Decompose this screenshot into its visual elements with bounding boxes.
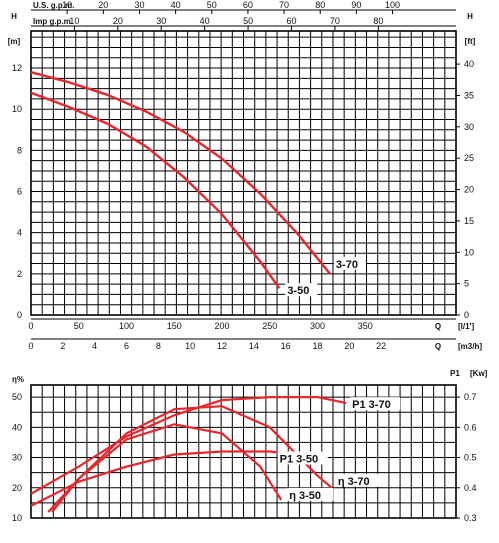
series-line-3-70 [30, 71, 331, 275]
imp-gpm-label: Imp g.p.m. [33, 17, 73, 26]
label-bg-eta-3-50 [287, 487, 334, 501]
curve-label-3-50: 3-50 [287, 285, 309, 297]
m3h-tick-label: 14 [249, 341, 259, 351]
m3h-tick-label: 4 [92, 341, 97, 351]
lpm-tick-label: 50 [74, 321, 84, 331]
right-axis-tick-label: 40 [464, 59, 474, 69]
p1-tick-label: 0.7 [464, 392, 477, 402]
us-gpm-tick-label: 30 [134, 0, 144, 10]
right-axis-tick-label: 35 [464, 90, 474, 100]
us-gpm-tick-label: 70 [279, 0, 289, 10]
right-axis-tick-label: 0 [464, 310, 469, 320]
right-axis-tick-label: 10 [464, 247, 474, 257]
right-axis-unit: [ft] [465, 37, 476, 46]
right-axis-title: H [467, 12, 473, 21]
m3h-axis-unit: [m3/h] [458, 342, 482, 351]
m3h-tick-label: 6 [124, 341, 129, 351]
p1-tick-label: 0.4 [464, 483, 477, 493]
right-axis-tick-label: 20 [464, 185, 474, 195]
us-gpm-label: U.S. g.p.m. [33, 1, 74, 10]
curve-label-p1-3-70: P1 3-70 [352, 399, 391, 411]
m3h-tick-label: 22 [376, 341, 386, 351]
right-axis-tick-label: 25 [464, 153, 474, 163]
series-line-η-3-50 [47, 423, 283, 513]
us-gpm-tick-label: 60 [243, 0, 253, 10]
left-axis-tick-label: 10 [12, 104, 22, 114]
imp-gpm-tick-label: 80 [373, 16, 383, 26]
eta-tick-label: 20 [12, 483, 22, 493]
right-axis-tick-label: 5 [464, 279, 469, 289]
lpm-tick-label: 0 [28, 321, 33, 331]
m3h-tick-label: 18 [313, 341, 323, 351]
label-bg-p1-3-50 [277, 451, 328, 465]
m3h-tick-label: 10 [185, 341, 195, 351]
left-axis-title: H [11, 12, 17, 21]
us-gpm-tick-label: 80 [315, 0, 325, 10]
lpm-axis-unit: [l/1'] [458, 322, 474, 331]
p1-tick-label: 0.5 [464, 453, 477, 463]
lpm-tick-label: 200 [214, 321, 229, 331]
m3h-tick-label: 0 [28, 341, 33, 351]
eta-tick-label: 40 [12, 422, 22, 432]
right-axis-tick-label: 30 [464, 122, 474, 132]
p1-axis-unit: [Kw] [470, 369, 488, 378]
left-axis-tick-label: 12 [12, 63, 22, 73]
label-bg-eta-3-70 [335, 473, 382, 487]
m3h-tick-label: 8 [156, 341, 161, 351]
m3h-tick-label: 16 [281, 341, 291, 351]
imp-gpm-tick-label: 70 [330, 16, 340, 26]
lpm-tick-label: 300 [310, 321, 325, 331]
us-gpm-tick-label: 40 [171, 0, 181, 10]
imp-gpm-tick-label: 40 [200, 16, 210, 26]
left-axis-tick-label: 6 [17, 187, 22, 197]
p1-axis-title: P1 [450, 369, 460, 378]
us-gpm-tick-label: 90 [351, 0, 361, 10]
imp-gpm-tick-label: 20 [113, 16, 123, 26]
curve-label-eta-3-50: η 3-50 [289, 490, 321, 502]
lpm-tick-label: 250 [262, 321, 277, 331]
curve-label-3-70: 3-70 [336, 259, 358, 271]
series-line-P1-3-50 [30, 450, 294, 507]
lpm-tick-label: 150 [167, 321, 182, 331]
m3h-axis-q: Q [435, 342, 441, 351]
p1-tick-label: 0.3 [464, 513, 477, 523]
m3h-tick-label: 12 [217, 341, 227, 351]
curve-label-p1-3-50: P1 3-50 [280, 454, 319, 466]
label-bg-3-70 [333, 256, 366, 270]
left-axis-tick-label: 8 [17, 145, 22, 155]
left-axis-unit: [m] [8, 37, 21, 46]
eta-tick-label: 10 [12, 513, 22, 523]
label-bg-p1-3-70 [350, 397, 401, 411]
m3h-tick-label: 2 [60, 341, 65, 351]
imp-gpm-tick-label: 50 [243, 16, 253, 26]
us-gpm-tick-label: 20 [98, 0, 108, 10]
left-axis-tick-label: 4 [17, 228, 22, 238]
imp-gpm-tick-label: 10 [69, 16, 79, 26]
eta-tick-label: 50 [12, 392, 22, 402]
eta-axis-title: η% [12, 375, 24, 384]
imp-gpm-tick-label: 60 [286, 16, 296, 26]
eta-tick-label: 30 [12, 453, 22, 463]
us-gpm-tick-label: 50 [207, 0, 217, 10]
lpm-tick-label: 350 [358, 321, 373, 331]
right-axis-tick-label: 15 [464, 216, 474, 226]
label-bg-3-50 [285, 283, 318, 297]
series-line-3-50 [30, 91, 281, 289]
left-axis-tick-label: 2 [17, 269, 22, 279]
lpm-tick-label: 100 [119, 321, 134, 331]
imp-gpm-tick-label: 30 [156, 16, 166, 26]
us-gpm-tick-label: 10 [62, 0, 72, 10]
curve-label-eta-3-70: η 3-70 [338, 476, 370, 488]
p1-tick-label: 0.6 [464, 422, 477, 432]
us-gpm-tick-label: 100 [385, 0, 400, 10]
m3h-tick-label: 20 [344, 341, 354, 351]
left-axis-tick-label: 0 [17, 310, 22, 320]
lpm-axis-q: Q [435, 322, 441, 331]
